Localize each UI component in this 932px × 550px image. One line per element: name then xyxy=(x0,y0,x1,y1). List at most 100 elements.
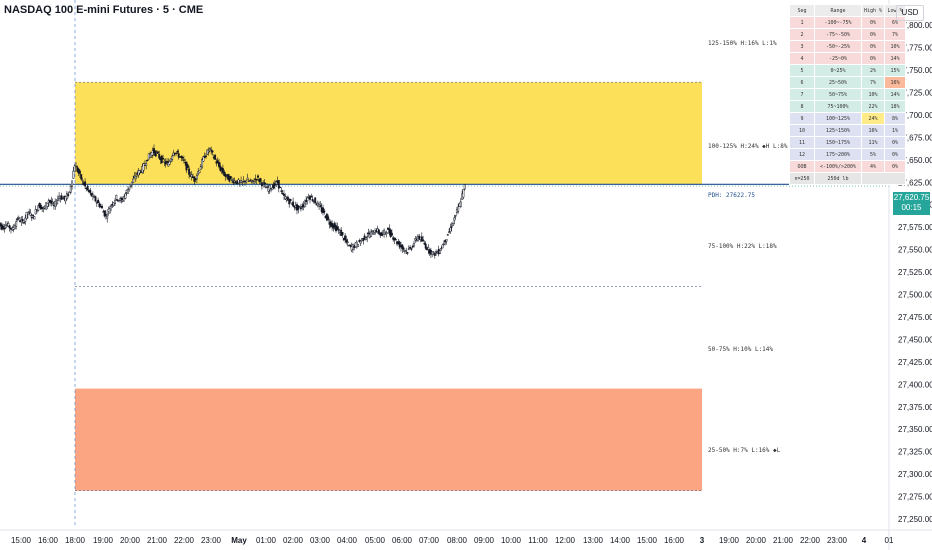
stats-row: 8 75~100% 22% 18% xyxy=(789,100,907,113)
time-tick-label: 02:00 xyxy=(283,536,304,545)
time-tick-label: 19:00 xyxy=(93,536,114,545)
candle xyxy=(311,195,314,203)
candle xyxy=(210,146,213,155)
time-tick-label: 12:00 xyxy=(555,536,576,545)
candle xyxy=(401,244,404,254)
candle xyxy=(78,169,81,178)
stats-cell-range: 25~50% xyxy=(814,76,862,89)
candle xyxy=(195,173,198,183)
candle xyxy=(21,215,24,224)
stats-cell-low: 1% xyxy=(884,124,907,137)
stats-cell-high: 0% xyxy=(860,52,886,65)
candle xyxy=(279,186,282,189)
candle xyxy=(36,209,38,214)
candle xyxy=(393,237,396,245)
candle xyxy=(145,160,148,170)
zone-label-25: 25-50% H:7% L:16% ◆L xyxy=(708,447,781,454)
candle xyxy=(228,174,231,183)
time-tick-label: 23:00 xyxy=(827,536,848,545)
price-tick-label: 27,250.00 xyxy=(898,515,932,524)
candle xyxy=(275,180,278,187)
candle xyxy=(51,198,54,206)
candle xyxy=(284,193,287,201)
stats-cell-seg: 8 xyxy=(789,100,815,113)
candle xyxy=(398,240,401,250)
candle xyxy=(16,216,19,222)
candle xyxy=(446,234,449,236)
guide-lines xyxy=(0,0,889,528)
candle xyxy=(366,232,369,243)
candle xyxy=(130,181,133,189)
candle xyxy=(101,203,103,209)
candle xyxy=(450,222,453,232)
candle xyxy=(411,244,414,249)
stats-cell-seg: 10 xyxy=(789,124,815,137)
candle xyxy=(357,244,360,247)
candle xyxy=(462,188,465,200)
candle xyxy=(67,192,70,198)
stats-cell-high: 4% xyxy=(860,160,886,173)
stats-cell-high: 5% xyxy=(860,148,886,161)
candle xyxy=(103,210,106,218)
stats-cell-seg: 4 xyxy=(789,52,815,65)
price-tick-label: 27,275.00 xyxy=(898,493,932,502)
candle xyxy=(406,251,409,256)
time-tick-label: 23:00 xyxy=(201,536,222,545)
stats-row: 4 -25~0% 0% 14% xyxy=(789,52,907,65)
candle xyxy=(175,152,178,156)
stats-header-row: Seg Range High % Low % xyxy=(789,4,907,17)
time-tick-label: 03:00 xyxy=(310,536,331,545)
candle xyxy=(177,149,180,160)
candle xyxy=(280,187,283,195)
candle xyxy=(260,181,263,190)
stats-cell-range: -25~0% xyxy=(814,52,862,65)
candle xyxy=(231,176,233,183)
time-tick-label: 16:00 xyxy=(664,536,685,545)
candle xyxy=(394,237,397,241)
candle xyxy=(180,155,183,162)
candle xyxy=(142,162,145,174)
stats-cell-seg: 5 xyxy=(789,64,815,77)
time-tick-label: 07:00 xyxy=(419,536,440,545)
stats-cell-seg: OOB xyxy=(789,160,815,173)
candle xyxy=(424,241,427,250)
candle xyxy=(463,184,466,191)
candle xyxy=(20,216,23,227)
candle xyxy=(405,247,408,255)
stats-cell-seg: 11 xyxy=(789,136,815,149)
stats-cell-high: 24% xyxy=(860,112,886,125)
stats-cell-low: 7% xyxy=(884,28,907,41)
stats-cell-range: 75~100% xyxy=(814,100,862,113)
candle xyxy=(73,164,76,173)
candle xyxy=(30,214,33,221)
candle xyxy=(306,196,309,205)
candle xyxy=(289,198,292,203)
candle xyxy=(346,238,349,247)
candle xyxy=(42,206,45,213)
candle xyxy=(402,246,405,253)
stats-cell-seg: 9 xyxy=(789,112,815,125)
candle xyxy=(132,175,135,184)
candle xyxy=(327,214,330,222)
candle xyxy=(439,248,441,254)
stats-row: 2 -75~-50% 0% 7% xyxy=(789,28,907,41)
candle xyxy=(168,159,171,166)
candle xyxy=(309,195,311,204)
candle xyxy=(216,157,219,164)
pdh-label: PDH: 27622.75 xyxy=(708,192,755,199)
candle xyxy=(98,201,101,209)
time-tick-label: 15:00 xyxy=(11,536,32,545)
candle xyxy=(208,147,211,153)
time-tick-label: 11:00 xyxy=(528,536,548,545)
candle xyxy=(8,224,11,232)
currency-button[interactable]: USD xyxy=(896,5,924,21)
candle xyxy=(268,184,271,194)
candle xyxy=(71,180,74,190)
time-tick-label: 20:00 xyxy=(120,536,141,545)
stats-cell-range: -75~-50% xyxy=(814,28,862,41)
candle xyxy=(272,181,275,190)
candle xyxy=(75,162,77,168)
candle xyxy=(257,174,259,181)
stats-cell-high: 0% xyxy=(860,16,886,29)
